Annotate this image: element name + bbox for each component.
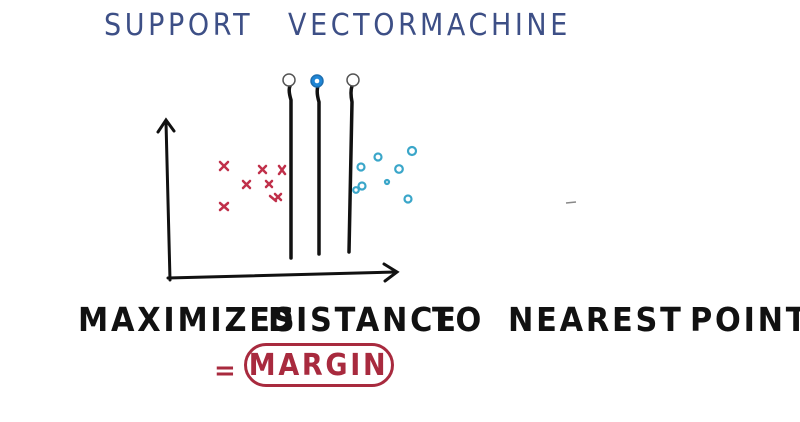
- line-knob-right[interactable]: [346, 73, 360, 87]
- caption-word-to: TO: [432, 300, 485, 339]
- stray-mark: [565, 201, 577, 204]
- o-mark: [352, 186, 360, 194]
- margin-oval: MARGIN: [244, 343, 394, 387]
- caption-word-maximizes: MAXIMIZES: [78, 300, 298, 339]
- o-mark: [406, 145, 418, 157]
- o-mark: [383, 178, 391, 186]
- svm-diagram: [156, 73, 577, 283]
- margin-label: MARGIN: [249, 347, 389, 383]
- line-knob-left[interactable]: [282, 73, 296, 87]
- o-mark: [403, 194, 413, 204]
- separating-lines: [287, 84, 354, 260]
- o-mark: [356, 162, 366, 172]
- x-axis: [166, 270, 398, 280]
- x-mark: [273, 192, 283, 202]
- title-word-vector: VECTOR: [288, 8, 421, 43]
- y-axis: [164, 120, 172, 282]
- x-mark: [264, 179, 274, 189]
- o-class-points: [352, 145, 418, 204]
- title-word-machine: MACHINE: [420, 8, 571, 43]
- separator-line-middle[interactable]: [315, 84, 321, 256]
- caption-word-nearest: NEAREST: [508, 300, 684, 339]
- x-class-points: [218, 160, 287, 212]
- separator-line-left[interactable]: [287, 84, 293, 260]
- o-mark: [373, 152, 383, 162]
- o-mark: [357, 181, 367, 191]
- axes: [156, 117, 400, 283]
- x-mark: [218, 201, 230, 212]
- x-mark: [241, 179, 252, 190]
- y-axis-arrow: [156, 117, 176, 134]
- x-mark: [268, 194, 278, 203]
- line-knob-middle-center: [314, 78, 320, 84]
- x-mark: [257, 164, 268, 175]
- caption-word-point: POINT: [690, 300, 800, 339]
- equals-sign: =: [214, 356, 236, 386]
- title-word-support: SUPPORT: [104, 8, 254, 43]
- separator-line-right[interactable]: [347, 84, 354, 254]
- o-mark: [394, 164, 404, 174]
- x-axis-arrow: [382, 262, 400, 283]
- x-mark: [277, 164, 287, 176]
- caption-word-distance: DISTANCE: [268, 300, 459, 339]
- x-mark: [218, 160, 230, 172]
